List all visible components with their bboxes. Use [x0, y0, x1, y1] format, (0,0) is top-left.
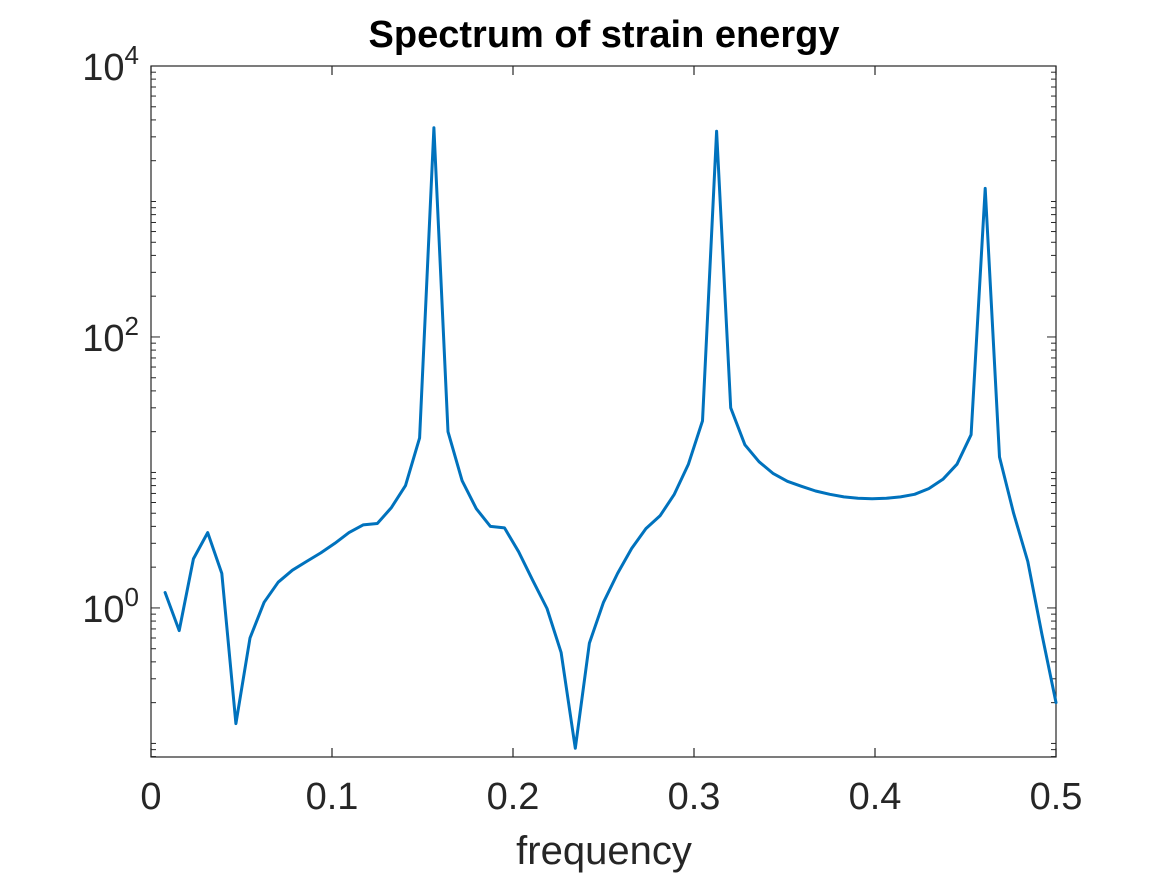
y-tick-label-exponent: 2	[125, 311, 139, 341]
y-tick-label-base: 10	[82, 318, 124, 360]
y-tick-label-base: 10	[82, 47, 124, 89]
x-tick-label: 0.4	[849, 776, 902, 818]
series-layer	[163, 126, 1058, 750]
x-tick-label: 0.3	[668, 776, 721, 818]
x-tick-label: 0	[140, 776, 161, 818]
chart-title: Spectrum of strain energy	[369, 14, 840, 56]
x-tick-label: 0.5	[1030, 776, 1083, 818]
y-tick-label-exponent: 0	[125, 582, 139, 612]
y-tick-label: 104	[82, 40, 139, 89]
y-tick-label-exponent: 4	[125, 40, 139, 70]
series-line	[163, 126, 1058, 750]
y-tick-label: 100	[82, 582, 139, 631]
x-axis-label: frequency	[516, 829, 692, 873]
y-tick-label-base: 10	[82, 589, 124, 631]
y-tick-label: 102	[82, 311, 139, 360]
x-tick-label: 0.1	[306, 776, 359, 818]
x-tick-label: 0.2	[487, 776, 540, 818]
plot-area	[150, 65, 1057, 758]
